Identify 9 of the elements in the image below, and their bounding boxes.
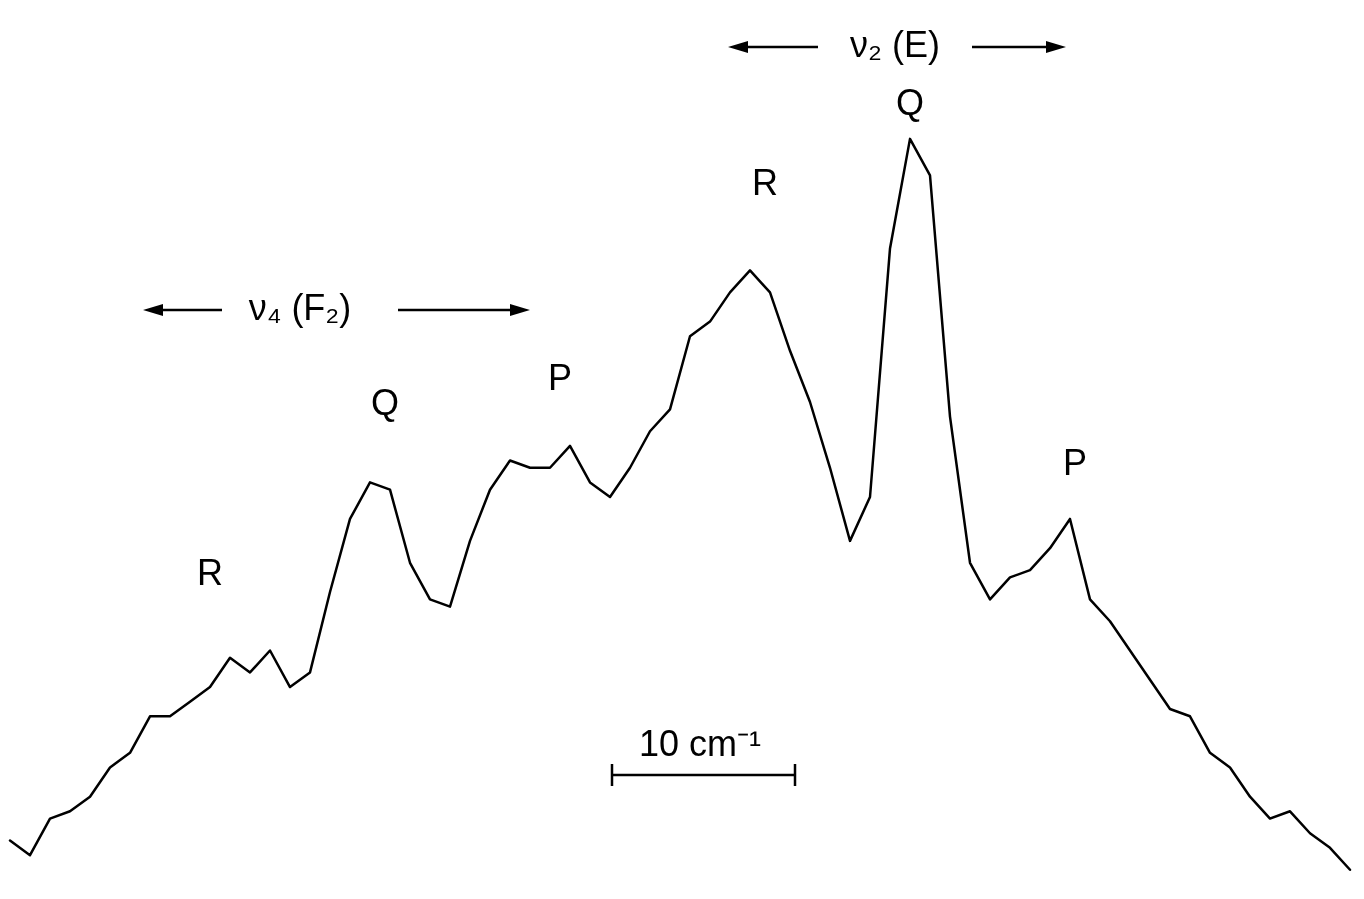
annotation: 10 cm⁻¹ bbox=[638, 722, 762, 764]
annotation: P bbox=[547, 357, 573, 399]
annotation: R bbox=[197, 552, 223, 594]
annotation: P bbox=[1062, 442, 1088, 484]
text: Q bbox=[895, 81, 925, 123]
annotation: R bbox=[752, 161, 778, 203]
annotation: ν₄ (F₂) bbox=[248, 287, 352, 329]
annotation: Q bbox=[370, 382, 400, 424]
text: ν₂ (E) bbox=[850, 23, 940, 65]
